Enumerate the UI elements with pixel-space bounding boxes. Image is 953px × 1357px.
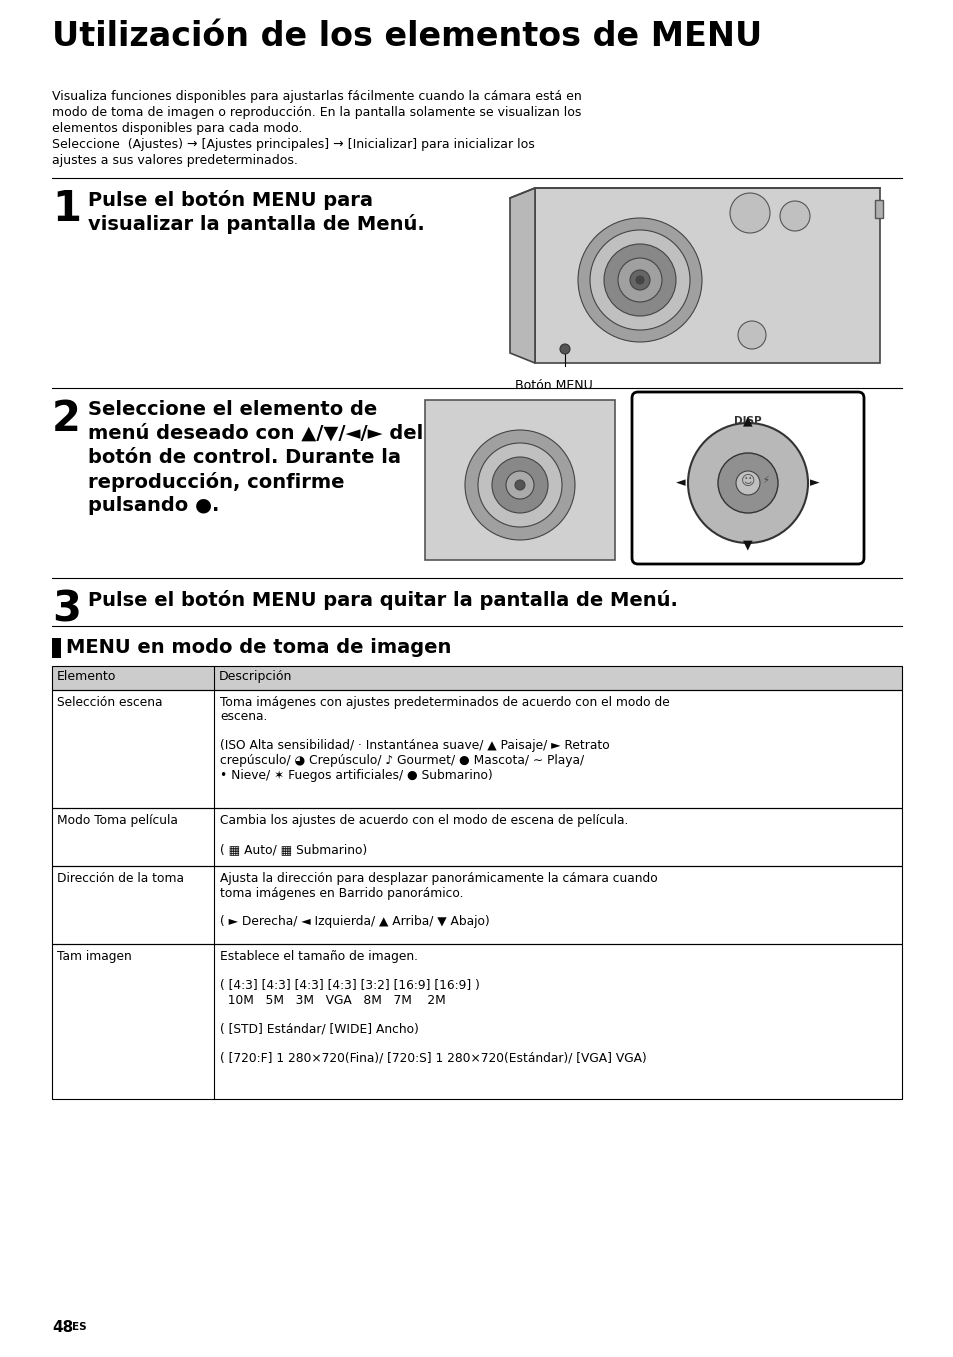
Text: modo de toma de imagen o reproducción. En la pantalla solamente se visualizan lo: modo de toma de imagen o reproducción. E… <box>52 106 580 119</box>
Text: Descripción: Descripción <box>219 670 292 683</box>
Text: Visualiza funciones disponibles para ajustarlas fácilmente cuando la cámara está: Visualiza funciones disponibles para aju… <box>52 90 581 103</box>
Circle shape <box>515 480 524 490</box>
Text: 48: 48 <box>52 1320 73 1335</box>
Text: elementos disponibles para cada modo.: elementos disponibles para cada modo. <box>52 122 302 134</box>
Text: visualizar la pantalla de Menú.: visualizar la pantalla de Menú. <box>88 214 424 233</box>
Text: Establece el tamaño de imagen.: Establece el tamaño de imagen. <box>220 950 417 963</box>
Text: Dirección de la toma: Dirección de la toma <box>57 873 184 885</box>
Text: ( ► Derecha/ ◄ Izquierda/ ▲ Arriba/ ▼ Abajo): ( ► Derecha/ ◄ Izquierda/ ▲ Arriba/ ▼ Ab… <box>220 916 489 928</box>
Text: ▼: ▼ <box>742 539 752 551</box>
Polygon shape <box>510 189 535 364</box>
Circle shape <box>578 218 701 342</box>
Text: Modo Toma película: Modo Toma película <box>57 814 177 826</box>
Text: • Nieve/ ✶ Fuegos artificiales/ ● Submarino): • Nieve/ ✶ Fuegos artificiales/ ● Submar… <box>220 768 493 782</box>
Text: Botón MENU: Botón MENU <box>515 379 592 392</box>
Text: ▲: ▲ <box>742 414 752 427</box>
Text: ◄: ◄ <box>676 476 685 490</box>
Bar <box>52 666 901 689</box>
Circle shape <box>559 345 569 354</box>
Bar <box>52 866 901 944</box>
Text: ⚡: ⚡ <box>761 475 769 484</box>
Text: pulsando ●.: pulsando ●. <box>88 497 219 516</box>
Circle shape <box>636 275 643 284</box>
FancyBboxPatch shape <box>535 189 879 364</box>
Text: Cambia los ajustes de acuerdo con el modo de escena de película.: Cambia los ajustes de acuerdo con el mod… <box>220 814 628 826</box>
Circle shape <box>589 229 689 330</box>
Text: Utilización de los elementos de MENU: Utilización de los elementos de MENU <box>52 20 761 53</box>
Circle shape <box>464 430 575 540</box>
Text: botón de control. Durante la: botón de control. Durante la <box>88 448 400 467</box>
Text: 2: 2 <box>52 398 81 440</box>
Text: ( [720:F] 1 280×720(Fina)/ [720:S] 1 280×720(Estándar)/ [VGA] VGA): ( [720:F] 1 280×720(Fina)/ [720:S] 1 280… <box>220 1052 646 1064</box>
Text: ajustes a sus valores predeterminados.: ajustes a sus valores predeterminados. <box>52 153 297 167</box>
Text: DISP: DISP <box>734 417 761 426</box>
Circle shape <box>629 270 649 290</box>
Text: reproducción, confirme: reproducción, confirme <box>88 472 344 493</box>
Text: crepúsculo/ ◕ Crepúsculo/ ♪ Gourmet/ ● Mascota/ ∼ Playa/: crepúsculo/ ◕ Crepúsculo/ ♪ Gourmet/ ● M… <box>220 754 583 767</box>
Text: 3: 3 <box>52 588 81 630</box>
Text: Seleccione  (Ajustes) → [Ajustes principales] → [Inicializar] para inicializar l: Seleccione (Ajustes) → [Ajustes principa… <box>52 138 535 151</box>
Bar <box>52 638 61 658</box>
Text: ( [4:3] [4:3] [4:3] [4:3] [3:2] [16:9] [16:9] ): ( [4:3] [4:3] [4:3] [4:3] [3:2] [16:9] [… <box>220 978 479 992</box>
Text: 10M   5M   3M   VGA   8M   7M    2M: 10M 5M 3M VGA 8M 7M 2M <box>220 993 445 1007</box>
Circle shape <box>687 423 807 543</box>
Text: (ISO Alta sensibilidad/ · Instantánea suave/ ▲ Paisaje/ ► Retrato: (ISO Alta sensibilidad/ · Instantánea su… <box>220 740 609 753</box>
Bar <box>874 199 882 218</box>
Text: Pulse el botón MENU para quitar la pantalla de Menú.: Pulse el botón MENU para quitar la panta… <box>88 590 678 611</box>
Circle shape <box>735 471 760 495</box>
Text: ☺: ☺ <box>740 474 755 489</box>
Text: Selección escena: Selección escena <box>57 696 162 708</box>
Circle shape <box>603 244 676 316</box>
Text: Seleccione el elemento de: Seleccione el elemento de <box>88 400 376 419</box>
Circle shape <box>729 193 769 233</box>
Bar <box>52 807 901 866</box>
Circle shape <box>492 457 547 513</box>
Circle shape <box>618 258 661 303</box>
Circle shape <box>780 201 809 231</box>
Bar <box>52 944 901 1099</box>
Text: Tam imagen: Tam imagen <box>57 950 132 963</box>
Text: menú deseado con ▲/▼/◄/► del: menú deseado con ▲/▼/◄/► del <box>88 423 423 442</box>
Text: escena.: escena. <box>220 711 267 723</box>
Text: Toma imágenes con ajustes predeterminados de acuerdo con el modo de: Toma imágenes con ajustes predeterminado… <box>220 696 669 708</box>
Text: 1: 1 <box>52 189 81 229</box>
Text: MENU en modo de toma de imagen: MENU en modo de toma de imagen <box>66 638 451 657</box>
Text: Pulse el botón MENU para: Pulse el botón MENU para <box>88 190 373 210</box>
Text: ES: ES <box>71 1322 87 1333</box>
Circle shape <box>738 322 765 349</box>
Circle shape <box>477 442 561 527</box>
FancyBboxPatch shape <box>424 400 615 560</box>
Text: ( [STD] Estándar/ [WIDE] Ancho): ( [STD] Estándar/ [WIDE] Ancho) <box>220 1023 418 1035</box>
Text: Elemento: Elemento <box>57 670 116 683</box>
Text: toma imágenes en Barrido panorámico.: toma imágenes en Barrido panorámico. <box>220 886 463 900</box>
Bar <box>52 689 901 807</box>
Text: ►: ► <box>809 476 819 490</box>
Circle shape <box>505 471 534 499</box>
Text: ( ▦ Auto/ ▦ Submarino): ( ▦ Auto/ ▦ Submarino) <box>220 843 367 856</box>
Text: Ajusta la dirección para desplazar panorámicamente la cámara cuando: Ajusta la dirección para desplazar panor… <box>220 873 657 885</box>
FancyBboxPatch shape <box>631 392 863 565</box>
Bar <box>52 666 901 689</box>
Circle shape <box>718 453 778 513</box>
